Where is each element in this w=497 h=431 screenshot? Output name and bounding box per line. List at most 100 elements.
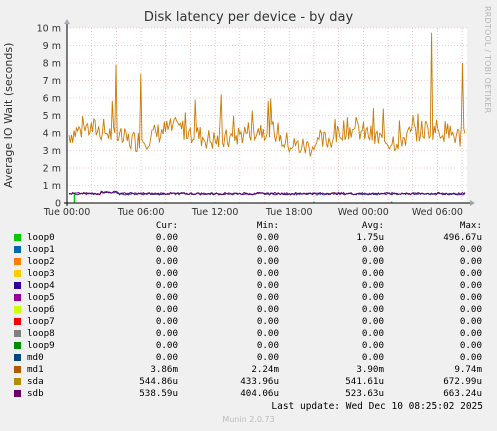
avg-value: 523.63u xyxy=(345,388,384,399)
cur-value: 0.00 xyxy=(155,232,178,243)
table-row: loop1 0.00 0.00 0.00 0.00 xyxy=(0,244,497,256)
legend-swatch xyxy=(14,258,21,265)
x-tick-label: Tue 00:00 xyxy=(43,207,91,218)
series-name: loop7 xyxy=(27,316,55,327)
table-row: sdb 538.59u 404.06u 523.63u 663.24u xyxy=(0,388,497,400)
legend-swatch xyxy=(14,354,21,361)
legend-swatch xyxy=(14,318,21,325)
series-sdb-line xyxy=(69,190,466,196)
table-row: loop5 0.00 0.00 0.00 0.00 xyxy=(0,292,497,304)
series-name: loop5 xyxy=(27,292,55,303)
min-value: 0.00 xyxy=(256,244,279,255)
cur-value: 0.00 xyxy=(155,328,178,339)
series-name: sda xyxy=(27,376,44,387)
cur-value: 0.00 xyxy=(155,352,178,363)
y-tick-label: 9 m xyxy=(43,41,61,52)
y-tick-label: 5 m xyxy=(43,111,61,122)
cur-value: 0.00 xyxy=(155,304,178,315)
y-tick-labels: 0 1 m 2 m 3 m 4 m 5 m 6 m 7 m 8 m 9 m 10 m xyxy=(37,24,61,210)
cur-value: 544.86u xyxy=(139,376,178,387)
cur-value: 0.00 xyxy=(155,244,178,255)
table-row: loop4 0.00 0.00 0.00 0.00 xyxy=(0,280,497,292)
cur-value: 0.00 xyxy=(155,316,178,327)
min-value: 404.06u xyxy=(240,388,279,399)
avg-value: 0.00 xyxy=(361,244,384,255)
legend-swatch xyxy=(14,294,21,301)
cur-value: 3.86m xyxy=(150,364,178,375)
y-tick-label: 3 m xyxy=(43,146,61,157)
legend-swatch xyxy=(14,270,21,277)
y-tick-label: 1 m xyxy=(43,181,61,192)
series-name: sdb xyxy=(27,388,44,399)
min-value: 0.00 xyxy=(256,328,279,339)
avg-value: 541.61u xyxy=(345,376,384,387)
series-name: loop8 xyxy=(27,328,55,339)
min-value: 0.00 xyxy=(256,292,279,303)
cur-value: 0.00 xyxy=(155,340,178,351)
avg-value: 0.00 xyxy=(361,304,384,315)
min-value: 0.00 xyxy=(256,304,279,315)
legend-swatch xyxy=(14,246,21,253)
table-row: loop7 0.00 0.00 0.00 0.00 xyxy=(0,316,497,328)
header-cur: Cur: xyxy=(155,220,178,231)
table-row: loop9 0.00 0.00 0.00 0.00 xyxy=(0,340,497,352)
y-tick-label: 7 m xyxy=(43,76,61,87)
series-name: loop6 xyxy=(27,304,55,315)
min-value: 0.00 xyxy=(256,268,279,279)
munin-version: Munin 2.0.73 xyxy=(222,415,275,424)
legend-swatch xyxy=(14,342,21,349)
x-tick-label: Tue 12:00 xyxy=(191,207,239,218)
legend-swatch xyxy=(14,234,21,241)
min-value: 0.00 xyxy=(256,256,279,267)
avg-value: 0.00 xyxy=(361,256,384,267)
series-name: md1 xyxy=(27,364,44,375)
rrdtool-watermark: RRDTOOL / TOBI OETIKER xyxy=(483,6,492,114)
header-avg: Avg: xyxy=(361,220,384,231)
series-name: loop9 xyxy=(27,340,55,351)
max-value: 0.00 xyxy=(459,328,482,339)
avg-value: 0.00 xyxy=(361,280,384,291)
y-axis-arrow xyxy=(64,19,70,24)
cur-value: 0.00 xyxy=(155,268,178,279)
avg-value: 0.00 xyxy=(361,292,384,303)
series-name: loop4 xyxy=(27,280,55,291)
table-row: loop6 0.00 0.00 0.00 0.00 xyxy=(0,304,497,316)
legend-swatch xyxy=(14,366,21,373)
max-value: 0.00 xyxy=(459,244,482,255)
table-row: loop3 0.00 0.00 0.00 0.00 xyxy=(0,268,497,280)
x-tick-labels: Tue 00:00 Tue 06:00 Tue 12:00 Tue 18:00 Wed … xyxy=(43,207,463,218)
last-update: Last update: Wed Dec 10 08:25:02 2025 xyxy=(271,401,483,412)
x-tick-label: Wed 00:00 xyxy=(338,207,389,218)
x-tick-label: Wed 06:00 xyxy=(412,207,463,218)
avg-value: 0.00 xyxy=(361,268,384,279)
max-value: 0.00 xyxy=(459,340,482,351)
max-value: 0.00 xyxy=(459,352,482,363)
max-value: 672.99u xyxy=(443,376,482,387)
min-value: 2.24m xyxy=(251,364,279,375)
table-row: sda 544.86u 433.96u 541.61u 672.99u xyxy=(0,376,497,388)
chart-title: Disk latency per device - by day xyxy=(143,10,354,25)
max-value: 0.00 xyxy=(459,256,482,267)
y-tick-label: 4 m xyxy=(43,129,61,140)
max-value: 663.24u xyxy=(443,388,482,399)
cur-value: 0.00 xyxy=(155,256,178,267)
y-tick-label: 0 xyxy=(55,199,61,210)
series-name: loop1 xyxy=(27,244,55,255)
legend-swatch xyxy=(14,378,21,385)
max-value: 0.00 xyxy=(459,268,482,279)
x-tick-label: Tue 18:00 xyxy=(265,207,313,218)
min-value: 433.96u xyxy=(240,376,279,387)
avg-value: 1.75u xyxy=(356,232,384,243)
y-tick-label: 2 m xyxy=(43,164,61,175)
legend-swatch xyxy=(14,390,21,397)
legend-swatch xyxy=(14,330,21,337)
x-axis-arrow xyxy=(470,200,475,206)
legend-swatch xyxy=(14,282,21,289)
table-row: md1 3.86m 2.24m 3.90m 9.74m xyxy=(0,364,497,376)
avg-value: 0.00 xyxy=(361,328,384,339)
avg-value: 0.00 xyxy=(361,316,384,327)
table-row: loop2 0.00 0.00 0.00 0.00 xyxy=(0,256,497,268)
y-tick-label: 6 m xyxy=(43,94,61,105)
avg-value: 3.90m xyxy=(356,364,384,375)
